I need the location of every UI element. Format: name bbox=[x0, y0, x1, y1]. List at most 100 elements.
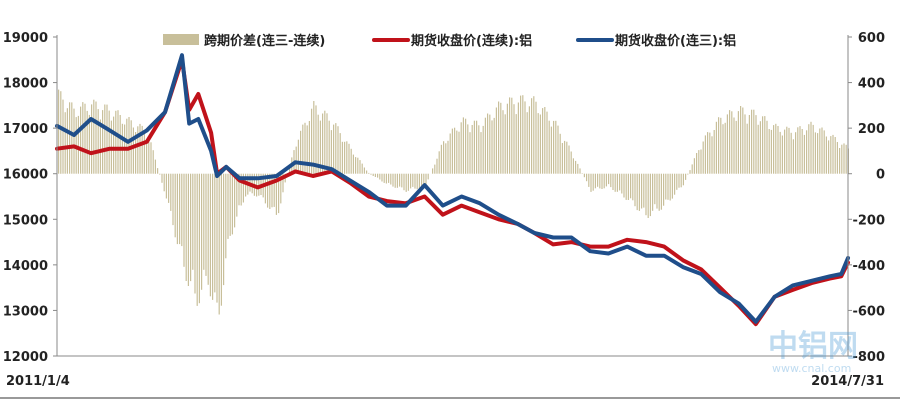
spread-bar bbox=[649, 173, 651, 217]
spread-bar bbox=[170, 173, 172, 211]
spread-bar bbox=[797, 127, 799, 174]
spread-bar bbox=[84, 103, 86, 174]
spread-bar bbox=[570, 151, 572, 174]
spread-bar bbox=[707, 132, 709, 174]
spread-bar bbox=[190, 173, 192, 282]
spread-bar bbox=[82, 102, 84, 174]
spread-bar bbox=[392, 173, 394, 187]
spread-bar bbox=[825, 136, 827, 174]
spread-bar bbox=[88, 114, 90, 174]
spread-bar bbox=[352, 154, 354, 174]
spread-bar bbox=[401, 173, 403, 188]
spread-bar bbox=[108, 110, 110, 174]
spread-bar bbox=[786, 126, 788, 174]
spread-bar bbox=[58, 89, 60, 174]
spread-bar bbox=[113, 116, 115, 174]
spread-bar bbox=[704, 135, 706, 174]
spread-bar bbox=[359, 160, 361, 174]
y-left-tick-label: 19000 bbox=[3, 31, 48, 46]
spread-bar bbox=[702, 141, 704, 174]
spread-bar bbox=[236, 173, 238, 217]
spread-bar bbox=[718, 117, 720, 174]
spread-bar bbox=[370, 173, 372, 175]
spread-bar bbox=[152, 150, 154, 174]
spread-bar bbox=[242, 173, 244, 203]
spread-bar bbox=[478, 125, 480, 174]
spread-bar bbox=[326, 113, 328, 174]
spread-bar bbox=[399, 173, 401, 187]
spread-bar bbox=[216, 173, 218, 303]
spread-bar bbox=[546, 111, 548, 174]
spread-bar bbox=[614, 173, 616, 192]
spread-bar bbox=[240, 173, 242, 206]
spread-bar bbox=[414, 173, 416, 189]
spread-bar bbox=[225, 173, 227, 259]
spread-bar bbox=[99, 119, 101, 174]
y-right-tick-label: -200 bbox=[852, 213, 885, 228]
spread-bar bbox=[680, 173, 682, 188]
spread-bar bbox=[621, 173, 623, 194]
spread-bar bbox=[385, 173, 387, 184]
spread-bar bbox=[229, 173, 231, 236]
spread-bar bbox=[469, 132, 471, 174]
spread-bar bbox=[317, 114, 319, 174]
spread-bar bbox=[396, 173, 398, 188]
spread-bar bbox=[368, 172, 370, 174]
spread-bar bbox=[744, 114, 746, 174]
spread-bar bbox=[511, 97, 513, 174]
spread-bar bbox=[537, 113, 539, 174]
spread-bar bbox=[775, 123, 777, 174]
spread-bar bbox=[605, 173, 607, 187]
spread-bar bbox=[836, 142, 838, 174]
spread-bar bbox=[766, 120, 768, 174]
spread-bar bbox=[575, 160, 577, 174]
spread-bar bbox=[438, 151, 440, 174]
spread-bar bbox=[682, 173, 684, 186]
spread-bar bbox=[137, 126, 139, 174]
spread-bar bbox=[451, 128, 453, 174]
spread-bar bbox=[218, 173, 220, 315]
spread-bar bbox=[566, 141, 568, 174]
spread-bar bbox=[269, 173, 271, 209]
spread-bar bbox=[443, 141, 445, 174]
spread-bar bbox=[678, 173, 680, 188]
spread-bar bbox=[612, 173, 614, 190]
spread-bar bbox=[711, 136, 713, 174]
spread-bar bbox=[689, 170, 691, 174]
spread-bar bbox=[748, 115, 750, 174]
spread-bar bbox=[660, 173, 662, 210]
spread-bar bbox=[579, 168, 581, 174]
y-left-tick-label: 13000 bbox=[3, 304, 48, 319]
spread-bar bbox=[346, 141, 348, 174]
spread-bar bbox=[418, 173, 420, 189]
spread-bar bbox=[667, 173, 669, 200]
spread-bar bbox=[577, 163, 579, 174]
spread-bar bbox=[176, 173, 178, 245]
spread-bar bbox=[128, 117, 130, 174]
spread-bar bbox=[66, 108, 68, 174]
spread-bar bbox=[412, 173, 414, 187]
spread-bar bbox=[588, 173, 590, 187]
spread-bar bbox=[258, 173, 260, 196]
spread-bar bbox=[300, 130, 302, 174]
spread-bar bbox=[687, 173, 689, 175]
spread-bar bbox=[568, 145, 570, 174]
spread-bar bbox=[581, 173, 583, 174]
spread-bar bbox=[212, 173, 214, 300]
spread-bar bbox=[709, 132, 711, 174]
y-right-tick-label: 600 bbox=[858, 31, 885, 46]
spread-bar bbox=[93, 99, 95, 174]
spread-bar bbox=[456, 130, 458, 174]
spread-bar bbox=[135, 132, 137, 174]
spread-bar bbox=[773, 125, 775, 174]
y-left-tick-label: 18000 bbox=[3, 77, 48, 92]
spread-bar bbox=[282, 173, 284, 193]
spread-bar bbox=[447, 140, 449, 174]
spread-bar bbox=[500, 102, 502, 174]
price-lines-layer bbox=[55, 53, 850, 327]
spread-bar bbox=[594, 173, 596, 189]
y-right-tick-label: 400 bbox=[858, 77, 885, 92]
spread-bar bbox=[564, 140, 566, 174]
spread-bar bbox=[86, 110, 88, 174]
